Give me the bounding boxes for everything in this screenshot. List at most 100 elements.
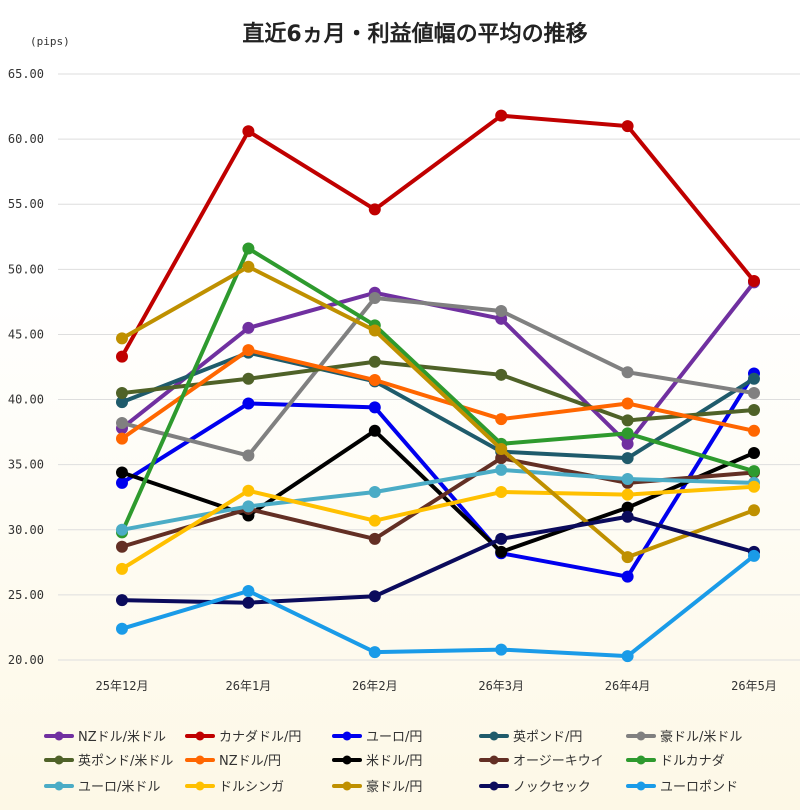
data-point: [116, 523, 128, 536]
legend-item: ユーロ/米ドル: [44, 780, 160, 795]
series-4: [116, 291, 760, 462]
data-point: [116, 594, 128, 607]
data-point: [116, 562, 128, 575]
legend-label: NZドル/円: [219, 754, 281, 769]
data-point: [242, 500, 255, 513]
data-point: [368, 203, 381, 216]
data-point: [748, 424, 760, 437]
data-point: [368, 646, 381, 659]
legend-item: 米ドル/円: [332, 754, 422, 769]
data-point: [621, 120, 634, 133]
data-point: [116, 540, 128, 553]
data-point: [242, 397, 255, 410]
legend-label: ノックセック: [513, 780, 591, 795]
series-line: [120, 456, 756, 549]
data-point: [368, 355, 381, 368]
series-14: [116, 549, 760, 663]
data-point: [621, 650, 634, 663]
data-point: [242, 584, 255, 597]
x-tick-label: 26年4月: [605, 679, 651, 693]
data-point: [368, 401, 381, 414]
legend-item: 豪ドル/米ドル: [626, 729, 742, 745]
legend-label: 英ポンド/円: [513, 730, 582, 745]
y-tick-label: 35.00: [8, 458, 44, 472]
data-point: [242, 596, 255, 609]
series-11: [116, 480, 760, 575]
legend-label: ユーロポンド: [660, 780, 738, 795]
y-tick-label: 20.00: [8, 653, 44, 667]
legend-swatch-marker: [636, 755, 646, 765]
data-point: [748, 504, 760, 517]
data-point: [242, 449, 255, 462]
series-line: [120, 484, 756, 571]
data-point: [368, 532, 381, 545]
legend: NZドル/米ドル カナダドル/円 ユーロ/円 英ポンド/円 豪ドル/米ドル英ポンド/米ド…: [44, 729, 742, 795]
data-point: [748, 549, 760, 562]
data-point: [242, 260, 255, 273]
y-tick-label: 45.00: [8, 327, 44, 341]
data-point: [748, 446, 760, 459]
legend-swatch-marker: [54, 781, 64, 791]
y-tick-label: 65.00: [8, 67, 44, 81]
legend-swatch-marker: [195, 731, 205, 741]
data-point: [368, 324, 381, 337]
legend-label: NZドル/米ドル: [78, 730, 166, 745]
legend-swatch-marker: [342, 731, 352, 741]
data-point: [116, 622, 128, 635]
data-point: [242, 372, 255, 385]
data-point: [748, 387, 760, 400]
legend-label: オージーキウイ: [513, 754, 604, 769]
series-5: [116, 355, 760, 427]
legend-item: NZドル/米ドル: [44, 730, 166, 745]
data-point: [621, 570, 634, 583]
y-tick-label: 60.00: [8, 132, 44, 146]
data-point: [242, 484, 255, 497]
x-tick-label: 26年5月: [731, 679, 777, 693]
data-point: [116, 387, 128, 400]
x-tick-label: 26年1月: [226, 679, 272, 693]
series-line: [120, 350, 756, 461]
data-point: [621, 414, 634, 427]
legend-label: 豪ドル/米ドル: [660, 729, 742, 745]
legend-swatch-marker: [342, 755, 352, 765]
legend-item: ユーロ/円: [332, 730, 422, 745]
data-point: [242, 125, 255, 138]
data-point: [495, 452, 508, 465]
y-tick-label: 55.00: [8, 197, 44, 211]
data-point: [116, 396, 128, 409]
data-point: [116, 432, 128, 445]
legend-item: 英ポンド/米ドル: [44, 754, 173, 769]
data-point: [748, 480, 760, 493]
series-line: [120, 467, 756, 532]
data-point: [495, 368, 508, 381]
series-line: [120, 264, 756, 560]
series-line: [120, 348, 756, 441]
data-point: [368, 424, 381, 437]
legend-label: ユーロ/円: [366, 730, 422, 745]
data-point: [495, 305, 508, 318]
data-point: [621, 397, 634, 410]
series-lines: [116, 109, 760, 663]
legend-label: ドルカナダ: [660, 754, 725, 769]
data-point: [368, 590, 381, 603]
legend-swatch-marker: [489, 731, 499, 741]
legend-swatch-marker: [489, 781, 499, 791]
data-point: [495, 413, 508, 426]
y-tick-label: 30.00: [8, 523, 44, 537]
legend-swatch-marker: [636, 781, 646, 791]
data-point: [495, 545, 508, 558]
legend-item: ユーロポンド: [626, 780, 738, 795]
data-point: [495, 443, 508, 456]
data-point: [495, 643, 508, 656]
y-axis-unit-label: (pips): [30, 35, 70, 48]
data-point: [368, 514, 381, 527]
y-axis-ticks: 20.00 25.00 30.00 35.00 40.00 45.00 50.00 55.00…: [8, 67, 44, 667]
legend-item: NZドル/円: [185, 754, 281, 769]
data-point: [495, 486, 508, 499]
legend-item: ノックセック: [479, 780, 591, 795]
data-point: [621, 452, 634, 465]
legend-item: ドルシンガ: [185, 780, 284, 795]
legend-item: ドルカナダ: [626, 754, 725, 769]
data-point: [116, 476, 128, 489]
